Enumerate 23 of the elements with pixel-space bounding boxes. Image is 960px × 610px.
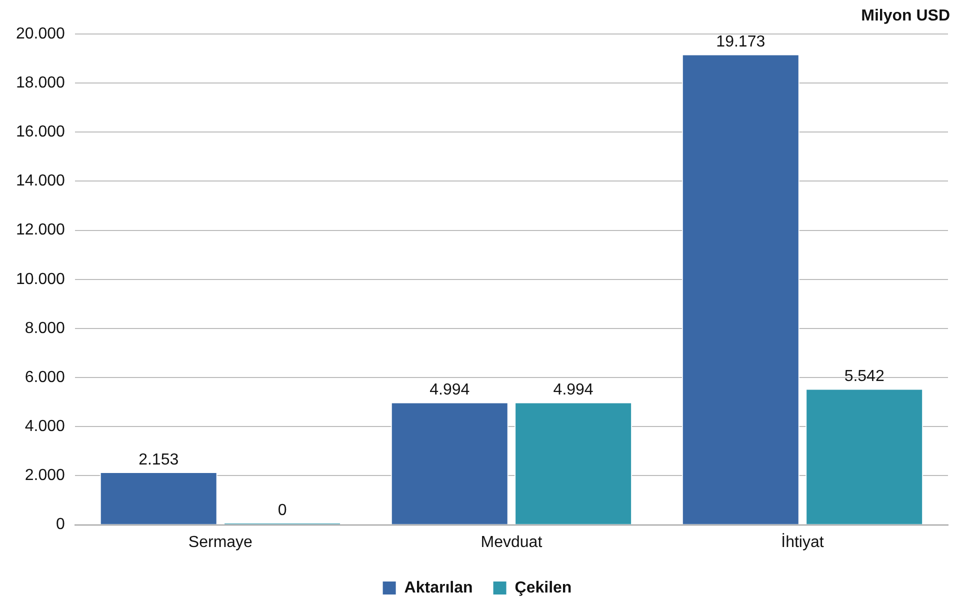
y-tick-label: 0 [56, 516, 66, 534]
data-label: 4.994 [553, 382, 594, 399]
y-tick-label: 16.000 [16, 124, 66, 141]
legend-label: Aktarılan [404, 579, 473, 596]
data-label: 0 [278, 502, 287, 520]
y-tick-label: 8.000 [24, 320, 66, 337]
x-tick-label: İhtiyat [781, 532, 824, 551]
x-tick-label: Sermaye [188, 534, 253, 551]
data-label: 19.173 [716, 34, 766, 51]
x-tick-label: Mevduat [480, 534, 543, 551]
y-tick-label: 12.000 [16, 222, 66, 239]
y-tick-label: 4.000 [24, 418, 66, 436]
data-label: 2.153 [138, 451, 179, 468]
data-label: 4.994 [430, 382, 470, 399]
y-tick-label: 20.000 [16, 25, 66, 42]
y-tick-label: 14.000 [16, 172, 66, 190]
y-tick-label: 10.000 [16, 270, 66, 288]
y-axis-title: Milyon USD [861, 7, 950, 24]
legend-label: Çekilen [514, 579, 572, 596]
data-label: 5.542 [844, 368, 884, 386]
y-tick-label: 2.000 [24, 467, 66, 484]
y-tick-label: 18.000 [16, 74, 66, 92]
y-tick-label: 6.000 [24, 368, 66, 386]
